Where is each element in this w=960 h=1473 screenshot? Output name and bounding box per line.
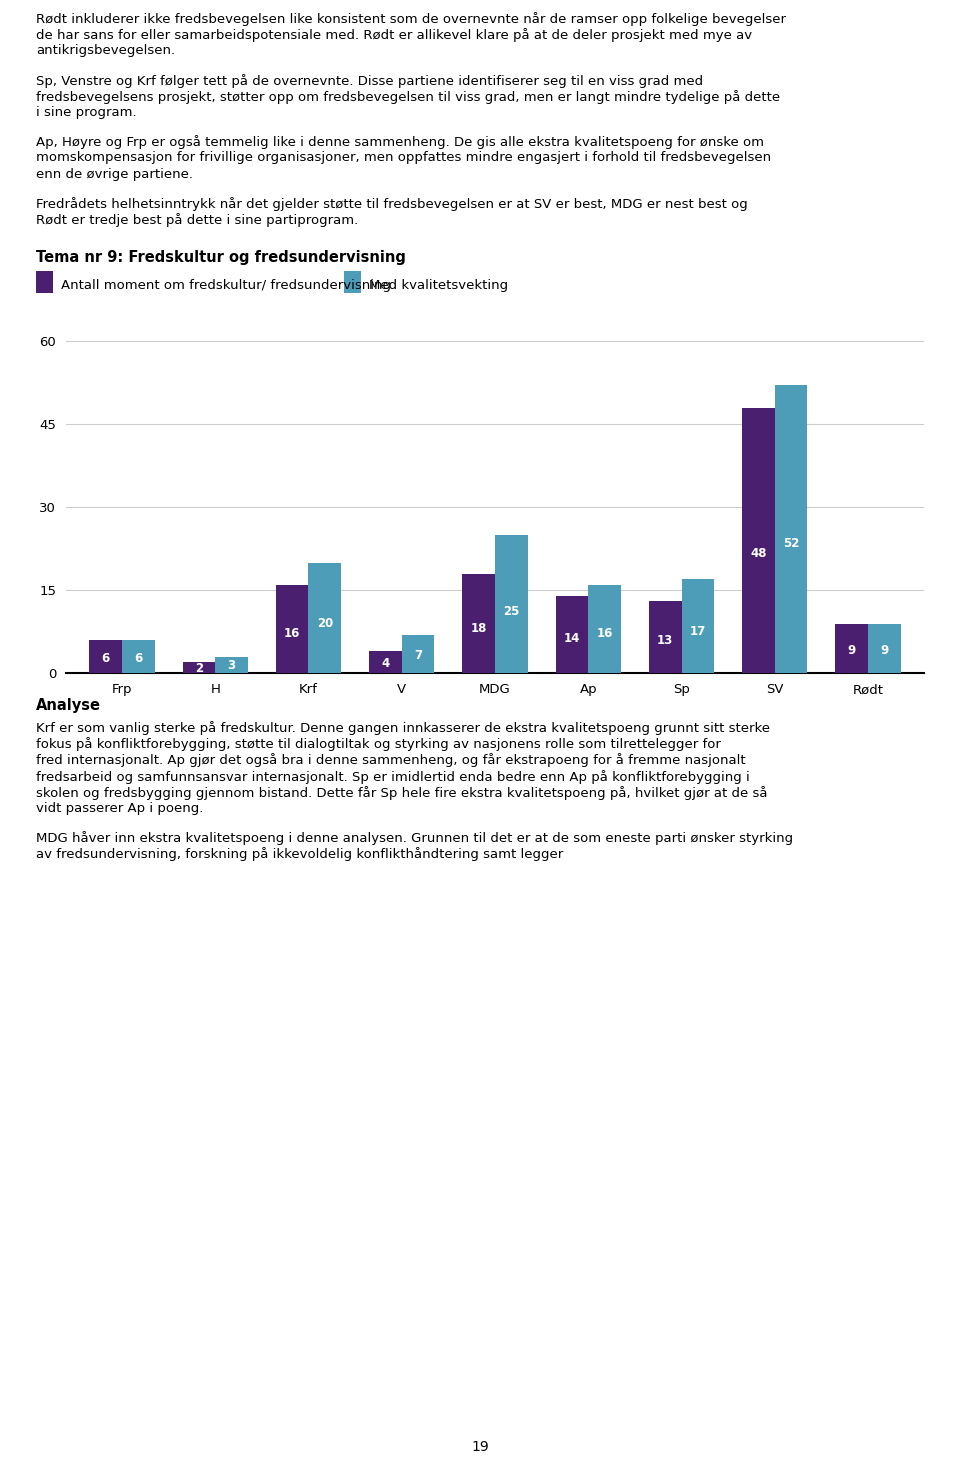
Bar [835, 623, 868, 673]
Bar [775, 386, 807, 673]
Text: 16: 16 [284, 627, 300, 639]
Text: 6: 6 [134, 653, 142, 664]
Text: 48: 48 [750, 548, 767, 560]
Text: skolen og fredsbygging gjennom bistand. Dette får Sp hele fire ekstra kvalitetsp: skolen og fredsbygging gjennom bistand. … [36, 787, 767, 800]
Bar [588, 585, 621, 673]
Text: 19: 19 [471, 1439, 489, 1454]
Text: i sine program.: i sine program. [36, 106, 136, 119]
Bar [308, 563, 341, 673]
Text: fredsarbeid og samfunnsansvar internasjonalt. Sp er imidlertid enda bedre enn Ap: fredsarbeid og samfunnsansvar internasjo… [36, 770, 750, 784]
Text: MDG håver inn ekstra kvalitetspoeng i denne analysen. Grunnen til det er at de s: MDG håver inn ekstra kvalitetspoeng i de… [36, 831, 793, 846]
Text: Tema nr 9: Fredskultur og fredsundervisning: Tema nr 9: Fredskultur og fredsundervisn… [36, 250, 406, 265]
Text: 20: 20 [317, 617, 333, 630]
Bar [742, 408, 775, 673]
Text: fredsbevegelsens prosjekt, støtter opp om fredsbevegelsen til viss grad, men er : fredsbevegelsens prosjekt, støtter opp o… [36, 90, 780, 103]
Bar [122, 641, 155, 673]
Text: Ap, Høyre og Frp er også temmelig like i denne sammenheng. De gis alle ekstra kv: Ap, Høyre og Frp er også temmelig like i… [36, 136, 764, 149]
Text: Fredrådets helhetsinntrykk når det gjelder støtte til fredsbevegelsen er at SV e: Fredrådets helhetsinntrykk når det gjeld… [36, 197, 748, 211]
Text: 4: 4 [381, 657, 390, 670]
Bar [276, 585, 308, 673]
Text: Antall moment om fredskultur/ fredsundervisning: Antall moment om fredskultur/ fredsunder… [61, 278, 391, 292]
Bar [495, 535, 528, 673]
Bar [682, 579, 714, 673]
Text: 14: 14 [564, 632, 580, 645]
Text: fred internasjonalt. Ap gjør det også bra i denne sammenheng, og får ekstrapoeng: fred internasjonalt. Ap gjør det også br… [36, 754, 746, 767]
Bar [556, 597, 588, 673]
Text: Analyse: Analyse [36, 698, 101, 713]
Bar [215, 657, 248, 673]
Bar [36, 271, 53, 293]
Text: 17: 17 [689, 625, 706, 638]
Bar [344, 271, 361, 293]
Text: 2: 2 [195, 661, 203, 675]
Text: de har sans for eller samarbeidspotensiale med. Rødt er allikevel klare på at de: de har sans for eller samarbeidspotensia… [36, 28, 752, 43]
Bar [401, 635, 434, 673]
Bar [463, 573, 495, 673]
Text: enn de øvrige partiene.: enn de øvrige partiene. [36, 168, 193, 181]
Text: 6: 6 [102, 653, 109, 664]
Text: 7: 7 [414, 650, 422, 663]
Text: av fredsundervisning, forskning på ikkevoldelig konflikthåndtering samt legger: av fredsundervisning, forskning på ikkev… [36, 847, 564, 862]
Text: antikrigsbevegelsen.: antikrigsbevegelsen. [36, 44, 175, 57]
Text: Rødt er tredje best på dette i sine partiprogram.: Rødt er tredje best på dette i sine part… [36, 214, 358, 227]
Text: 25: 25 [503, 604, 519, 617]
Bar [89, 641, 122, 673]
Bar [182, 663, 215, 673]
Text: fokus på konfliktforebygging, støtte til dialogtiltak og styrking av nasjonens r: fokus på konfliktforebygging, støtte til… [36, 738, 721, 751]
Text: Krf er som vanlig sterke på fredskultur. Denne gangen innkasserer de ekstra kval: Krf er som vanlig sterke på fredskultur.… [36, 722, 770, 735]
Bar [868, 623, 900, 673]
Bar [369, 651, 401, 673]
Text: Rødt inkluderer ikke fredsbevegelsen like konsistent som de overnevnte når de ra: Rødt inkluderer ikke fredsbevegelsen lik… [36, 12, 786, 27]
Text: vidt passerer Ap i poeng.: vidt passerer Ap i poeng. [36, 803, 204, 815]
Text: 3: 3 [228, 660, 235, 672]
Text: Med kvalitetsvekting: Med kvalitetsvekting [369, 278, 508, 292]
Text: 9: 9 [880, 645, 889, 657]
Text: momskompensasjon for frivillige organisasjoner, men oppfattes mindre engasjert i: momskompensasjon for frivillige organisa… [36, 152, 771, 165]
Text: 52: 52 [783, 538, 800, 551]
Text: 13: 13 [657, 635, 673, 648]
Text: Sp, Venstre og Krf følger tett på de overnevnte. Disse partiene identifiserer se: Sp, Venstre og Krf følger tett på de ove… [36, 74, 703, 87]
Text: 9: 9 [848, 645, 856, 657]
Text: 18: 18 [470, 622, 487, 635]
Bar [649, 601, 682, 673]
Text: 16: 16 [596, 627, 612, 639]
